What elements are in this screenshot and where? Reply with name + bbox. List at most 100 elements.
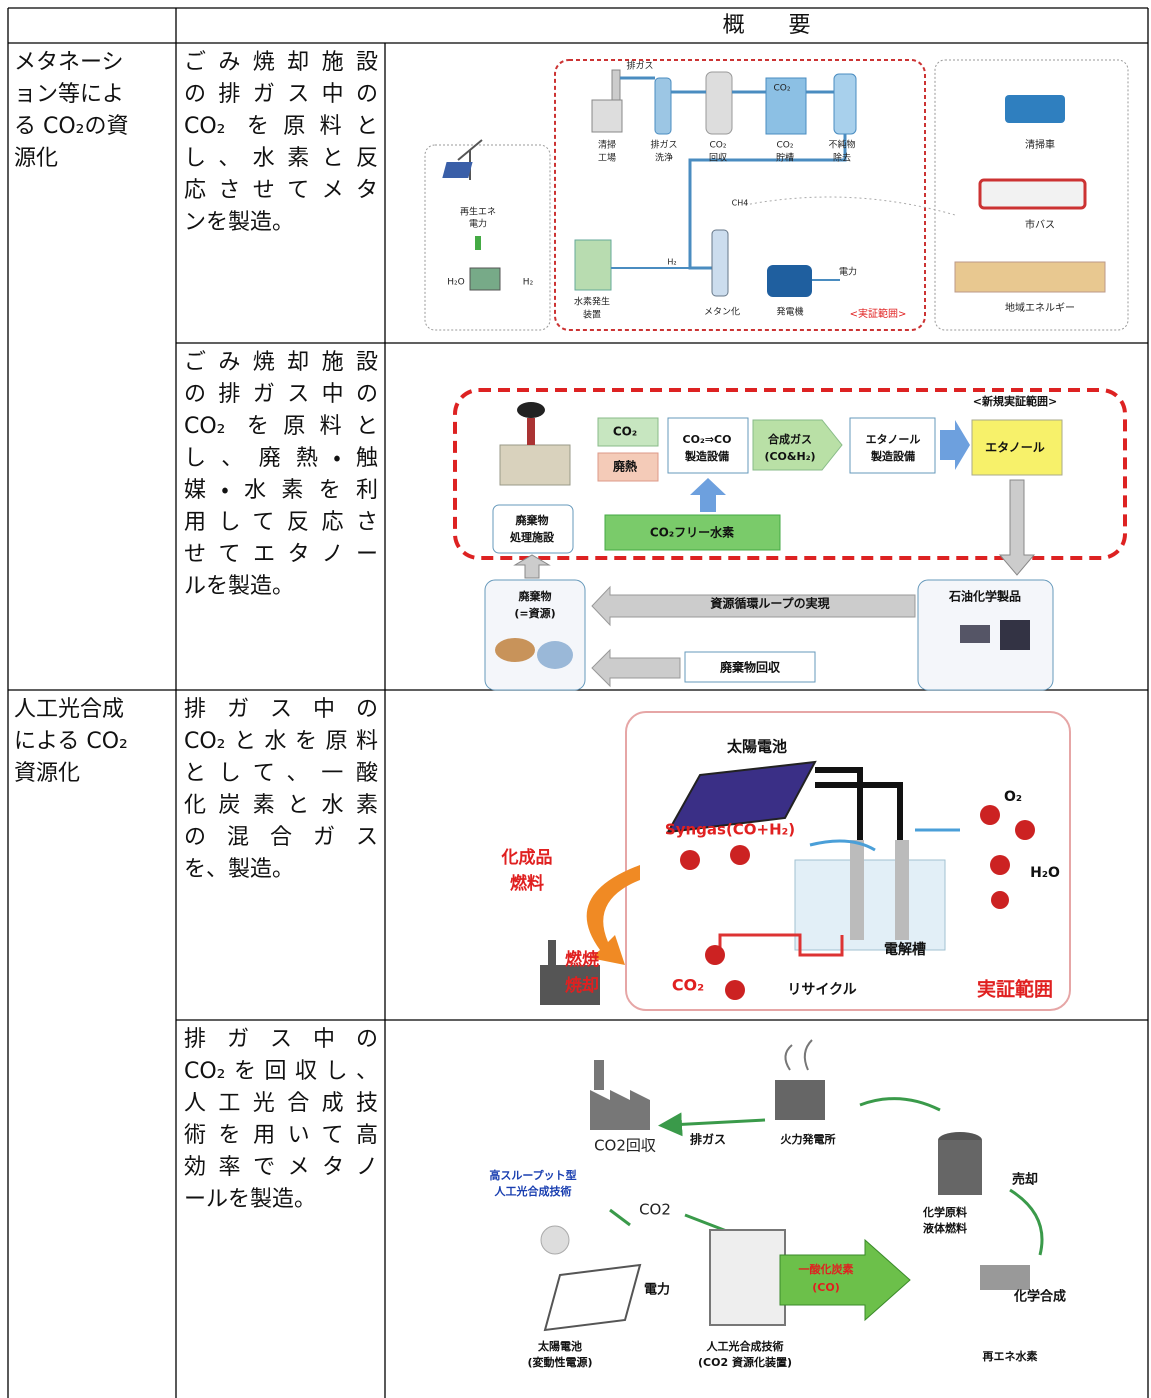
text-line: の排ガス中の [184, 82, 378, 107]
figure-label: 洗浄 [655, 152, 673, 164]
figure-label: 製造設備 [684, 449, 729, 463]
figure-label: 液体燃料 [923, 1221, 967, 1235]
text-line: し、廃熱・触 [184, 446, 378, 471]
text-line: 媒・水素を利 [184, 478, 378, 503]
figure-label: H₂ [523, 278, 534, 288]
figure-label: 人工光合成技術 [494, 1184, 572, 1198]
text-line: 術を用いて高 [184, 1123, 378, 1148]
figure-label: 資源循環ループの実現 [710, 596, 829, 611]
text-line: 用して反応さ [184, 510, 378, 535]
figure-methanation [424, 59, 1129, 331]
figure-label: 回収 [709, 153, 727, 164]
figure-label: CO₂ [777, 141, 794, 151]
text-line: 資源化 [14, 761, 81, 786]
figure-label: 化成品 [501, 847, 553, 868]
figure-label: 処理施設 [509, 530, 555, 544]
figure-label: H₂O [1030, 865, 1060, 881]
description-cell: 排ガス中の CO₂を回収し、 人工光合成技 術を用いて高 効率でメタノ ールを製造。 [184, 1024, 378, 1216]
figure-label: 除去 [833, 152, 851, 164]
figure-label: 燃焼 [565, 949, 599, 970]
figure-label: 石油化学製品 [948, 589, 1021, 604]
figure-label: エタノール [866, 433, 921, 446]
text-line: ごみ焼却施設 [184, 50, 378, 75]
text-line: ルを製造。 [184, 574, 295, 599]
text-line: 排ガス中の [184, 1027, 378, 1052]
figure-label: 貯槽 [776, 152, 794, 164]
figure-label: 装置 [583, 309, 601, 321]
figure-label: 火力発電所 [781, 1132, 836, 1146]
figure-label: CO₂ [710, 141, 727, 151]
text-line: ンを製造。 [184, 210, 295, 235]
figure-label: (CO&H₂) [764, 450, 815, 463]
figure-label: (CO) [812, 1281, 839, 1294]
figure-label: 電力 [469, 218, 487, 230]
figure-label: 水素発生 [574, 296, 610, 308]
figure-label: 清掃 [598, 139, 616, 151]
text-line: として、一酸 [184, 761, 378, 786]
text-line: CO₂を回収し、 [184, 1059, 378, 1084]
text-line: 効率でメタノ [184, 1155, 378, 1180]
figure-label: <新規実証範囲> [973, 394, 1057, 408]
figure-label: 太陽電池 [726, 738, 787, 756]
figure-label: 再エネ水素 [983, 1349, 1038, 1363]
figure-label: 排ガス [690, 1132, 726, 1147]
figure-label: 清掃車 [1025, 138, 1055, 151]
figure-label: 化学合成 [1013, 1289, 1066, 1305]
figure-label: 人工光合成技術 [706, 1339, 784, 1353]
figure-label: 地域エネルギー [1005, 301, 1075, 314]
figure-label: CO₂⇒CO [683, 433, 732, 446]
text-line: 化炭素と水素 [184, 793, 378, 818]
figure-label: 排ガス [626, 60, 653, 72]
figure-label: 市バス [1025, 218, 1055, 231]
figure-label: 高スループット型 [489, 1168, 576, 1182]
text-line: を、製造。 [184, 857, 295, 882]
figure-label: H₂O [447, 278, 464, 288]
figure-label: 電力 [644, 1282, 670, 1298]
figure-label: 排ガス [650, 139, 677, 151]
description-cell: ごみ焼却施設 の排ガス中の CO₂ を原料と し、廃熱・触 媒・水素を利 用して反応さ せて… [184, 347, 378, 603]
text-line: せてエタノー [184, 542, 378, 567]
figure-label: 一酸化炭素 [799, 1262, 854, 1276]
figure-label: 実証範囲 [977, 978, 1053, 1001]
figure-label: CO₂ [613, 425, 637, 439]
figure-label: Syngas(CO+H₂) [665, 821, 795, 839]
figure-label: CO2回収 [594, 1137, 656, 1155]
text-line: る CO₂の資 [14, 114, 129, 139]
figure-label: CO₂ [672, 976, 704, 995]
text-line: 応させてメタ [184, 178, 378, 203]
figure-label: 電解槽 [884, 941, 926, 958]
figure-label: 焼却 [565, 975, 599, 996]
header-title: 概 要 [722, 13, 811, 38]
category-cell: メタネーション等による CO₂の資 源化 [14, 47, 172, 175]
figure-label: 工場 [598, 152, 616, 164]
text-line: メタネーシ [14, 50, 124, 75]
figure-label: 売却 [1012, 1172, 1038, 1188]
figure-label: 再生エネ [460, 206, 496, 218]
text-line: 源化 [14, 146, 59, 171]
figure-label: 廃棄物回収 [720, 660, 781, 675]
text-line: 排ガス中の [184, 697, 378, 722]
text-line: CO₂ を原料と [184, 114, 378, 139]
description-cell: ごみ焼却施設 の排ガス中の CO₂ を原料と し、水素と反 応させてメタ ンを製造。 [184, 47, 378, 239]
figure-label: 廃熱 [613, 459, 637, 474]
figure-label: (CO2 資源化装置) [698, 1355, 792, 1369]
figure-label: (=資源) [514, 606, 555, 620]
figure-label: (変動性電源) [527, 1355, 592, 1369]
figure-label: H₂ [667, 258, 676, 267]
category-cell: 人工光合成 による CO₂ 資源化 [14, 694, 172, 790]
text-line: による CO₂ [14, 729, 128, 754]
figure-label: O₂ [1004, 789, 1022, 805]
figure-label: 燃料 [510, 873, 544, 894]
figure-photosynthesis-syngas [540, 711, 1071, 1011]
text-line: ールを製造。 [184, 1187, 317, 1212]
figure-ethanol [453, 388, 1127, 691]
text-line: ョン等によ [14, 82, 125, 107]
figure-label: 発電機 [776, 306, 803, 318]
text-line: の排ガス中の [184, 382, 378, 407]
figure-label: CO₂ [774, 84, 791, 94]
figure-label: <実証範囲> [850, 307, 907, 320]
text-line: ごみ焼却施設 [184, 350, 378, 375]
text-line: 人工光合成技 [184, 1091, 378, 1116]
